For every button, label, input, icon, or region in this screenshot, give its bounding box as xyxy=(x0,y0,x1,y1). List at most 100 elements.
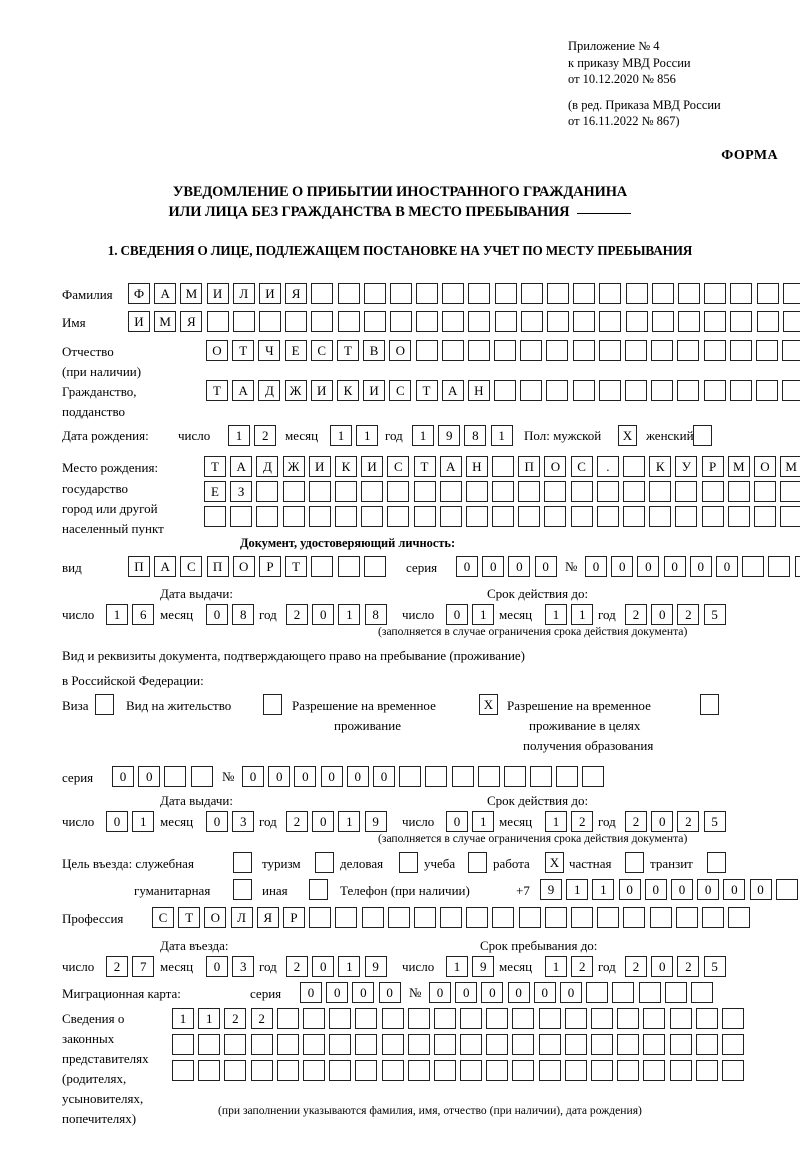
grid-cell[interactable] xyxy=(704,311,727,332)
grid-cell[interactable] xyxy=(572,340,595,361)
grid-cell[interactable]: 0 xyxy=(637,556,660,577)
grid-cell[interactable] xyxy=(399,766,422,787)
grid-cell[interactable] xyxy=(460,1034,483,1055)
sex-male-checkbox[interactable]: X xyxy=(618,425,637,446)
grid-cell[interactable] xyxy=(465,506,488,527)
grid-cell[interactable] xyxy=(460,1060,483,1081)
grid-cell[interactable]: 0 xyxy=(300,982,322,1003)
purpose-private-checkbox[interactable] xyxy=(625,852,644,873)
grid-cell[interactable] xyxy=(753,481,776,502)
grid-cell[interactable] xyxy=(677,283,700,304)
grid-cell[interactable]: 9 xyxy=(438,425,461,446)
grid-cell[interactable]: Т xyxy=(204,456,226,477)
grid-cell[interactable]: О xyxy=(204,907,227,928)
residence-permit-checkbox[interactable] xyxy=(263,694,282,715)
grid-cell[interactable] xyxy=(755,380,778,401)
grid-cell[interactable]: К xyxy=(336,380,359,401)
grid-cell[interactable]: 0 xyxy=(618,879,641,900)
grid-cell[interactable] xyxy=(355,1060,378,1081)
grid-cell[interactable] xyxy=(546,380,569,401)
purpose-humanitarian-checkbox[interactable] xyxy=(233,879,252,900)
grid-cell[interactable] xyxy=(547,311,569,332)
grid-cell[interactable] xyxy=(591,1008,613,1029)
grid-cell[interactable] xyxy=(520,380,543,401)
grid-cell[interactable]: 2 xyxy=(571,811,594,832)
grid-cell[interactable]: 0 xyxy=(508,556,531,577)
grid-cell[interactable]: И xyxy=(310,380,333,401)
grid-cell[interactable]: 9 xyxy=(364,956,387,977)
grid-cell[interactable]: С xyxy=(310,340,333,361)
grid-cell[interactable]: 5 xyxy=(703,811,726,832)
grid-cell[interactable] xyxy=(677,311,700,332)
grid-cell[interactable] xyxy=(486,1034,509,1055)
grid-cell[interactable] xyxy=(442,311,465,332)
grid-cell[interactable] xyxy=(381,1060,404,1081)
grid-cell[interactable]: 2 xyxy=(625,811,647,832)
grid-cell[interactable] xyxy=(334,481,357,502)
grid-cell[interactable]: 0 xyxy=(481,982,504,1003)
grid-cell[interactable] xyxy=(512,1008,535,1029)
grid-cell[interactable] xyxy=(728,907,751,928)
grid-cell[interactable] xyxy=(329,1034,352,1055)
grid-cell[interactable] xyxy=(538,1060,561,1081)
grid-cell[interactable] xyxy=(172,1060,194,1081)
grid-cell[interactable]: 0 xyxy=(533,982,556,1003)
grid-cell[interactable]: 0 xyxy=(312,956,335,977)
grid-cell[interactable]: П xyxy=(518,456,541,477)
grid-cell[interactable]: М xyxy=(780,456,800,477)
grid-cell[interactable]: 0 xyxy=(326,982,349,1003)
grid-cell[interactable]: 2 xyxy=(677,811,700,832)
grid-cell[interactable] xyxy=(755,340,778,361)
grid-cell[interactable]: 2 xyxy=(250,1008,273,1029)
grid-cell[interactable] xyxy=(596,506,619,527)
grid-cell[interactable] xyxy=(572,380,595,401)
grid-cell[interactable]: Я xyxy=(180,311,203,332)
grid-cell[interactable]: 0 xyxy=(372,766,395,787)
grid-cell[interactable] xyxy=(256,481,279,502)
grid-cell[interactable] xyxy=(596,481,619,502)
grid-cell[interactable]: 1 xyxy=(198,1008,221,1029)
grid-cell[interactable] xyxy=(544,506,567,527)
grid-cell[interactable] xyxy=(538,1034,561,1055)
grid-cell[interactable] xyxy=(598,380,621,401)
grid-cell[interactable]: 0 xyxy=(112,766,134,787)
grid-cell[interactable]: 1 xyxy=(228,425,250,446)
grid-cell[interactable] xyxy=(468,311,491,332)
grid-cell[interactable]: Д xyxy=(258,380,281,401)
grid-cell[interactable] xyxy=(250,1060,273,1081)
grid-cell[interactable] xyxy=(570,481,593,502)
grid-cell[interactable] xyxy=(695,1060,718,1081)
grid-cell[interactable] xyxy=(232,311,255,332)
grid-cell[interactable]: 2 xyxy=(677,956,700,977)
grid-cell[interactable] xyxy=(768,556,791,577)
grid-cell[interactable]: 0 xyxy=(429,982,451,1003)
grid-cell[interactable] xyxy=(742,556,765,577)
grid-cell[interactable] xyxy=(204,506,226,527)
grid-cell[interactable]: Я xyxy=(285,283,308,304)
grid-cell[interactable] xyxy=(538,1008,561,1029)
grid-cell[interactable] xyxy=(311,283,334,304)
grid-cell[interactable]: В xyxy=(363,340,386,361)
grid-cell[interactable] xyxy=(794,556,800,577)
grid-cell[interactable]: 1 xyxy=(592,879,615,900)
grid-cell[interactable]: А xyxy=(441,380,464,401)
grid-cell[interactable] xyxy=(675,506,698,527)
grid-cell[interactable] xyxy=(643,1060,666,1081)
grid-cell[interactable] xyxy=(690,982,713,1003)
grid-cell[interactable]: 0 xyxy=(456,556,478,577)
grid-cell[interactable] xyxy=(361,907,384,928)
grid-cell[interactable]: 1 xyxy=(545,956,567,977)
grid-cell[interactable]: 0 xyxy=(446,604,468,625)
purpose-other-checkbox[interactable] xyxy=(309,879,328,900)
grid-cell[interactable] xyxy=(546,340,569,361)
grid-cell[interactable] xyxy=(413,506,436,527)
grid-cell[interactable] xyxy=(780,481,800,502)
